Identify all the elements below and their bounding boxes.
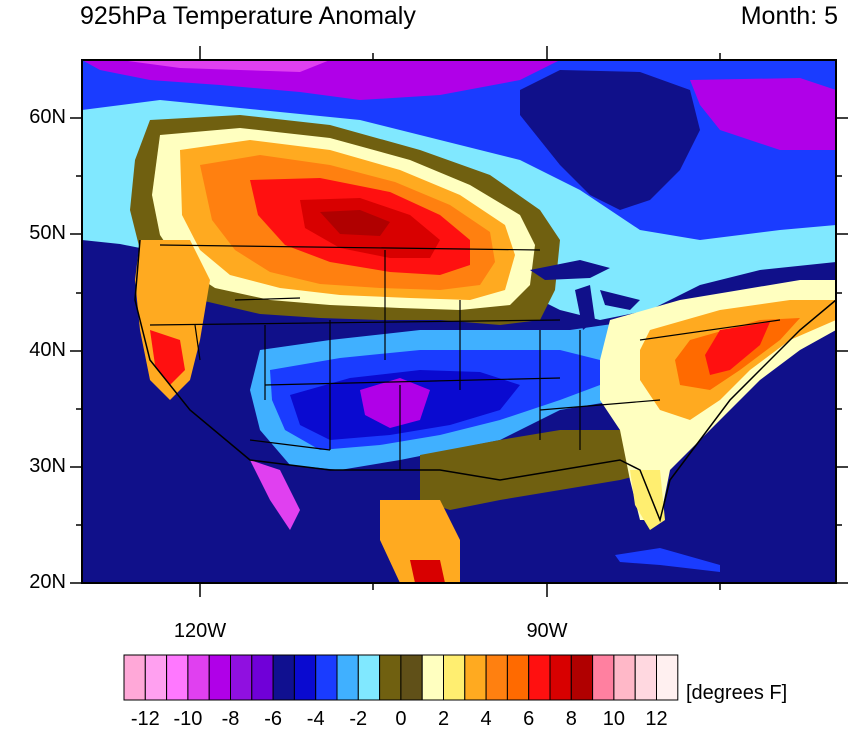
map-title: 925hPa Temperature Anomaly	[80, 2, 416, 30]
colorbar-units: [degrees F]	[686, 682, 788, 704]
lat-label-50n: 50N	[29, 222, 66, 244]
lat-label-60n: 60N	[29, 106, 66, 128]
colorbar-box	[123, 654, 146, 701]
colorbar-box	[400, 654, 423, 701]
lon-label-120w: 120W	[173, 620, 227, 642]
colorbar-box	[336, 654, 359, 701]
east-warm-core	[705, 322, 770, 375]
colorbar-box	[357, 654, 381, 701]
colorbar-tick-label: -6	[264, 708, 282, 730]
coastline	[134, 239, 836, 523]
colorbar-tick-label: 8	[565, 708, 577, 730]
colorbar-box	[251, 654, 274, 701]
lat-label-40n: 40N	[29, 339, 66, 361]
colorbar-tick-label: 0	[395, 708, 407, 730]
colorbar-tick-label: -8	[221, 708, 240, 730]
colorbar-box	[592, 654, 615, 701]
colorbar-box	[272, 654, 295, 701]
colorbar-tick-label: 4	[480, 708, 492, 730]
colorbar-box	[528, 654, 551, 701]
colorbar	[123, 654, 679, 701]
colorbar-box	[464, 654, 487, 701]
colorbar-box	[443, 654, 466, 701]
cold-anomaly-core	[360, 378, 430, 428]
colorbar-box	[570, 654, 594, 701]
lat-label-20n: 20N	[29, 571, 66, 593]
colorbar-tick-label: 10	[602, 708, 626, 730]
colorbar-tick-label: -4	[306, 708, 325, 730]
colorbar-box	[144, 654, 168, 701]
colorbar-tick-label: 2	[437, 708, 450, 730]
colorbar-box	[293, 654, 317, 701]
map-field	[82, 60, 836, 583]
colorbar-tick-label: 6	[523, 708, 535, 730]
lon-label-90w: 90W	[526, 620, 568, 642]
hudson-bay	[520, 70, 700, 210]
arctic-cold-anomaly	[82, 60, 560, 100]
colorbar-box	[230, 654, 253, 701]
colorbar-box	[506, 654, 530, 701]
colorbar-tick-label: -12	[130, 708, 160, 730]
colorbar-box	[379, 654, 402, 701]
axis-ticks	[70, 46, 848, 597]
colorbar-box	[315, 654, 338, 701]
colorbar-tick-label: -2	[349, 708, 368, 730]
colorbar-box	[549, 654, 572, 701]
state-borders	[149, 244, 781, 470]
colorbar-box	[208, 654, 231, 701]
colorbar-box	[187, 654, 210, 701]
colorbar-tick-label: -10	[173, 708, 203, 730]
colorbar-box	[656, 654, 679, 701]
month-label: Month: 5	[740, 2, 838, 30]
colorbar-box	[166, 654, 189, 701]
colorbar-box	[613, 654, 636, 701]
map-frame	[81, 59, 837, 584]
colorbar-box	[485, 654, 508, 701]
lat-label-30n: 30N	[29, 455, 66, 477]
colorbar-box	[421, 654, 445, 701]
colorbar-tick-label: 12	[645, 708, 668, 730]
great-lakes	[530, 260, 610, 280]
colorbar-box	[634, 654, 658, 701]
